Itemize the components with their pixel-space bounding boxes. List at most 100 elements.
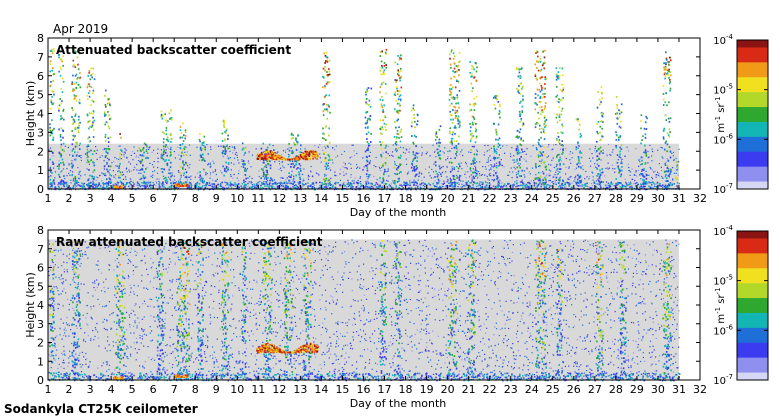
cloud-column bbox=[492, 95, 501, 182]
y-tick-label: 8 bbox=[37, 224, 44, 237]
y-tick-label: 0 bbox=[37, 374, 44, 387]
aerosol-layer bbox=[256, 149, 319, 161]
x-tick-label: 23 bbox=[504, 192, 518, 205]
x-tick-label: 21 bbox=[462, 192, 476, 205]
colorbar: 10-4 10-5 10-6 10-7 m-1 sr-1 bbox=[713, 224, 769, 387]
x-tick-label: 3 bbox=[87, 192, 94, 205]
colorbar-tick-label: 10-7 bbox=[713, 182, 733, 196]
x-tick-label: 31 bbox=[672, 383, 686, 396]
cloud-column bbox=[221, 241, 230, 376]
cloud-column bbox=[393, 54, 403, 183]
x-tick-label: 5 bbox=[129, 192, 136, 205]
cloud-column bbox=[515, 67, 525, 185]
cloud-column bbox=[575, 118, 583, 185]
colorbar-tick-label: 10-5 bbox=[713, 274, 733, 288]
cloud-column bbox=[138, 142, 149, 185]
y-axis: 0 1 2 3 4 5 6 7 8 Height (km) bbox=[24, 224, 700, 387]
colorbar-tick-label: 10-6 bbox=[713, 132, 733, 146]
x-tick-label: 29 bbox=[630, 192, 644, 205]
x-tick-label: 20 bbox=[441, 192, 455, 205]
y-tick-label: 6 bbox=[37, 262, 44, 275]
x-tick-label: 13 bbox=[293, 383, 307, 396]
cloud-column bbox=[71, 241, 81, 376]
x-tick-label: 8 bbox=[192, 192, 199, 205]
cloud-column bbox=[640, 114, 648, 185]
x-tick-label: 31 bbox=[672, 192, 686, 205]
x-tick-label: 5 bbox=[129, 383, 136, 396]
cloud-column bbox=[469, 61, 479, 184]
x-tick-label: 13 bbox=[293, 192, 307, 205]
cloud-column bbox=[364, 87, 373, 185]
cloud-column bbox=[198, 133, 206, 183]
station-label: Sodankyla CT25K ceilometer bbox=[4, 402, 198, 416]
cloud-column bbox=[614, 96, 623, 185]
cloud-column bbox=[71, 50, 82, 184]
cloud-column bbox=[221, 119, 230, 177]
cloud-column bbox=[535, 239, 547, 375]
y-axis-label: Height (km) bbox=[24, 81, 37, 147]
cloud-column bbox=[86, 67, 96, 184]
cloud-column bbox=[596, 240, 604, 376]
y-tick-label: 7 bbox=[37, 243, 44, 256]
cloud-column bbox=[675, 161, 679, 181]
colorbar-unit-label: m-1 sr-1 bbox=[714, 96, 727, 132]
x-tick-label: 18 bbox=[399, 383, 413, 396]
x-tick-label: 28 bbox=[609, 383, 623, 396]
y-tick-label: 0 bbox=[37, 183, 44, 196]
x-tick-label: 32 bbox=[693, 192, 707, 205]
x-tick-label: 22 bbox=[483, 192, 497, 205]
aerosol-layer bbox=[113, 376, 124, 380]
x-tick-label: 30 bbox=[651, 192, 665, 205]
cloud-column bbox=[196, 239, 205, 377]
x-tick-label: 16 bbox=[356, 192, 370, 205]
x-tick-label: 4 bbox=[108, 383, 115, 396]
cloud-column bbox=[534, 49, 548, 186]
x-tick-label: 21 bbox=[462, 383, 476, 396]
x-tick-label: 15 bbox=[335, 192, 349, 205]
x-tick-label: 18 bbox=[399, 192, 413, 205]
y-tick-label: 2 bbox=[37, 145, 44, 158]
x-tick-label: 10 bbox=[230, 383, 244, 396]
cloud-column bbox=[160, 109, 173, 184]
x-tick-label: 8 bbox=[192, 383, 199, 396]
x-tick-label: 19 bbox=[420, 383, 434, 396]
cloud-column bbox=[241, 142, 247, 182]
colorbar-tick-label: 10-5 bbox=[713, 83, 733, 97]
y-tick-label: 5 bbox=[37, 280, 44, 293]
x-tick-label: 22 bbox=[483, 383, 497, 396]
colorbar-tick-label: 10-7 bbox=[713, 373, 733, 387]
cloud-column bbox=[410, 104, 419, 185]
panel-title: Raw attenuated backscatter coefficient bbox=[56, 235, 323, 249]
y-tick-label: 1 bbox=[37, 355, 44, 368]
x-tick-label: 14 bbox=[314, 383, 328, 396]
aerosol-layer bbox=[174, 374, 189, 378]
cloud-column bbox=[49, 47, 55, 184]
colorbar-frame bbox=[736, 230, 769, 381]
cloud-column bbox=[156, 250, 165, 376]
colorbar: 10-4 10-5 10-6 10-7 m-1 sr-1 bbox=[713, 33, 769, 196]
x-tick-label: 9 bbox=[213, 192, 220, 205]
cloud-column bbox=[58, 54, 65, 185]
x-tick-label: 32 bbox=[693, 383, 707, 396]
x-tick-label: 25 bbox=[546, 383, 560, 396]
colorbar-tick-label: 10-4 bbox=[713, 33, 733, 47]
x-tick-label: 11 bbox=[251, 192, 265, 205]
y-tick-label: 3 bbox=[37, 318, 44, 331]
x-tick-label: 27 bbox=[588, 383, 602, 396]
y-tick-label: 2 bbox=[37, 337, 44, 350]
x-tick-label: 17 bbox=[378, 192, 392, 205]
x-axis: 1 2 3 4 5 6 7 8 9 10 11 12 13 14 15 16 17 18 19 20 21 22 23 24 2… bbox=[45, 230, 707, 410]
y-axis-label: Height (km) bbox=[24, 272, 37, 338]
y-axis: 0 1 2 3 4 5 6 7 8 Height (km) bbox=[24, 32, 700, 196]
x-tick-label: 6 bbox=[150, 383, 157, 396]
cloud-column bbox=[619, 241, 627, 376]
x-tick-label: 19 bbox=[420, 192, 434, 205]
y-tick-label: 8 bbox=[37, 32, 44, 45]
cloud-column bbox=[447, 240, 458, 377]
cloud-column bbox=[467, 239, 476, 375]
x-tick-label: 14 bbox=[314, 192, 328, 205]
raw-attenuated-backscatter-panel: 1 2 3 4 5 6 7 8 9 10 11 12 13 14 15 16 17 18 19 20 21 22 23 24 2… bbox=[24, 224, 769, 410]
x-tick-label: 29 bbox=[630, 383, 644, 396]
x-tick-label: 26 bbox=[567, 383, 581, 396]
y-tick-label: 3 bbox=[37, 126, 44, 139]
